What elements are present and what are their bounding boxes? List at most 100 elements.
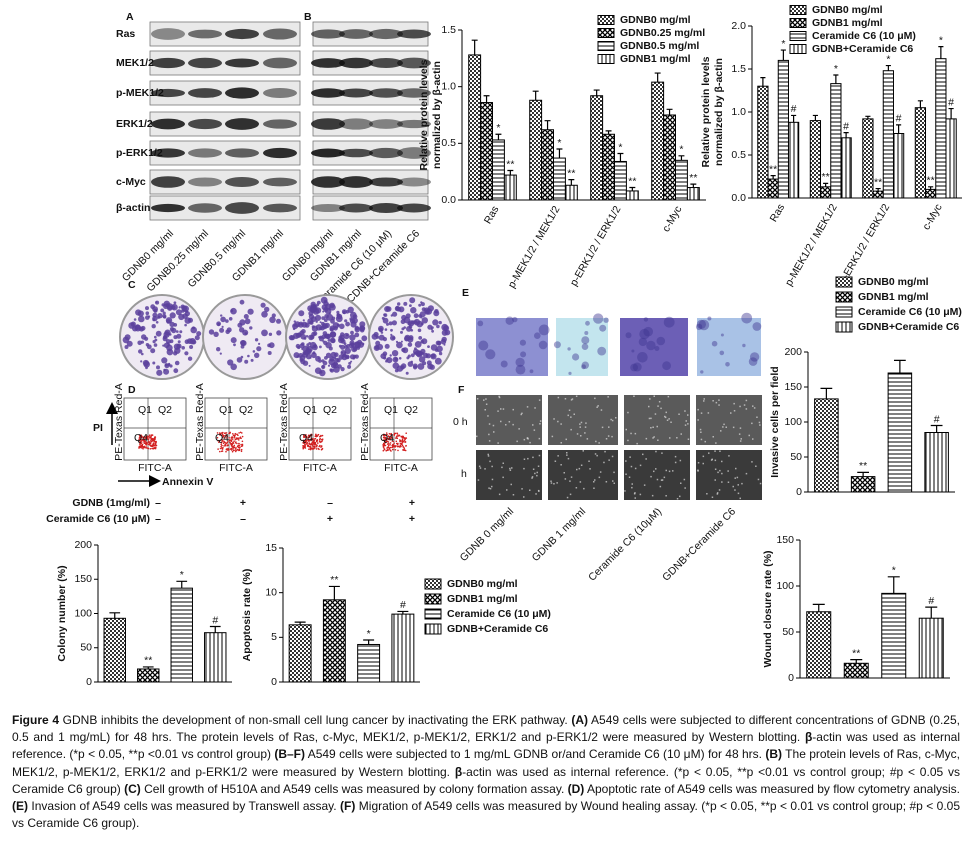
wound-speck [485,398,487,400]
blot-band [339,88,373,98]
wound-speck [498,493,501,496]
wound-speck [553,483,555,485]
colony [306,343,310,347]
wound-speck [745,399,748,402]
flow-event [241,443,244,446]
significance-marker: ** [769,163,777,175]
flow-event [314,446,316,448]
flow-event [401,444,404,447]
significance-marker: # [948,96,954,108]
wound-speck [716,493,719,495]
wound-speck [730,412,732,414]
colony [164,329,171,336]
error-bar [556,148,563,159]
flow-event [387,438,390,441]
blot-lane-label: GDNB0.25 mg/ml [144,228,211,295]
flow-event [155,440,157,443]
wound-speck [680,482,682,484]
wound-speck [734,477,736,479]
colony [188,318,191,320]
error-bar [917,100,923,108]
flow-event [218,432,221,434]
blot-band [151,57,185,69]
wound-speck [476,398,479,400]
colony [293,320,296,323]
colony [171,303,178,311]
blot-band [263,28,297,40]
wound-speck [739,405,741,408]
caption-text: Cell growth of H510A and A549 cells was … [140,781,568,796]
flow-event [223,440,225,443]
colony [319,345,322,349]
wound-speck [684,487,686,489]
wound-speck [615,417,617,419]
wound-speck [571,398,574,400]
wound-speck [679,459,682,462]
colony [373,345,380,351]
blot-row-label: Ras [116,28,135,40]
bar [806,611,832,679]
colony [319,335,323,339]
category-label: p-ERK1/2 / ERK1/2 [568,204,624,288]
significance-marker: # [212,614,218,626]
flow-event [218,441,220,444]
colony [239,319,246,326]
wound-speck [509,469,512,471]
colony [152,306,159,312]
legend-swatch [835,321,853,333]
colony [436,345,443,353]
colony [345,321,350,327]
wound-speck [728,455,730,457]
colony [260,302,266,308]
flow-event [235,449,238,452]
colony [307,305,314,312]
colony [386,358,389,361]
colony [390,335,396,341]
colony [344,319,348,323]
significance-marker: * [496,122,500,134]
wound-speck [491,478,494,481]
colony [426,360,432,366]
flow-quadrant: Q1 [138,404,152,416]
flow-event [308,448,310,451]
colony [354,326,361,333]
colony [227,359,234,366]
flow-event [405,432,408,435]
wound-speck [500,420,502,423]
transwell-cell [593,313,604,324]
caption-text: Migration of A549 cells was measured by … [12,799,961,831]
wound-speck [643,484,646,486]
colony [329,304,336,311]
error-bar [176,580,188,589]
flow-event [238,432,240,434]
error-bar [780,49,786,61]
wound-speck [733,410,736,412]
transwell-cell [638,337,648,347]
wound-speck [755,465,757,467]
flow-event [399,445,402,448]
wound-speck [734,489,736,491]
colony [213,331,219,337]
wound-speck [627,439,629,442]
error-bar [896,124,902,134]
colony [140,325,146,331]
wound-speck [502,462,504,464]
colony [161,357,168,364]
legend-label: Ceramide C6 (10 μM) [858,306,962,318]
flow-event [140,440,142,442]
transwell-cell [637,352,648,363]
wound-speck [700,431,702,433]
flow-event [220,439,222,441]
wound-speck [712,436,714,438]
blot-band [369,28,403,40]
colony [160,308,165,313]
bar [918,617,944,679]
wound-speck [700,438,703,441]
colony [156,365,160,370]
colony [382,317,389,324]
colony [163,315,167,319]
flow-event [321,434,324,437]
colony [414,341,422,348]
wound-speck [477,479,480,481]
colony [178,313,185,321]
